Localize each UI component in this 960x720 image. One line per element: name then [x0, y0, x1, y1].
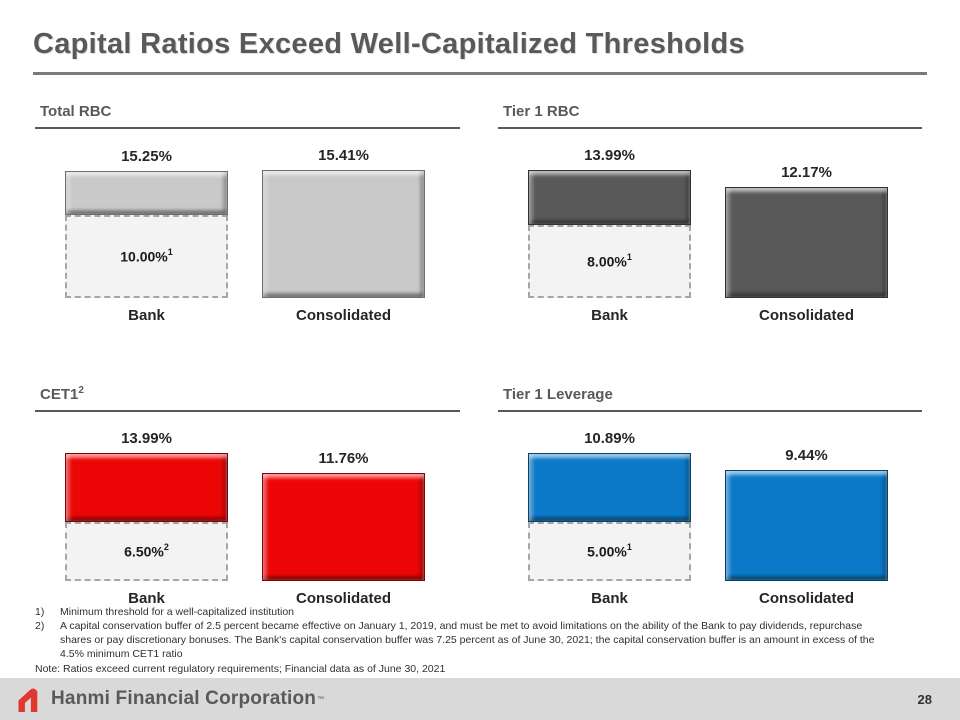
chart-title: Tier 1 RBC — [498, 102, 922, 129]
chart-title: Total RBC — [35, 102, 460, 129]
bar-segment — [528, 170, 691, 225]
threshold-label: 8.00%1 — [587, 252, 632, 270]
bar-segment — [262, 473, 425, 581]
threshold-footnote-marker: 1 — [167, 247, 173, 258]
bar-value-label: 10.89% — [584, 430, 635, 448]
bar-category-label: Bank — [591, 590, 628, 607]
bar-value-label: 13.99% — [584, 147, 635, 165]
chart-area: 15.25% 10.00%1 Bank 15.41% Consolidated — [35, 129, 460, 325]
chart-section-tier1-leverage: Tier 1 Leverage 10.89% 5.00%1 Bank 9.44% Con… — [498, 385, 922, 608]
threshold-label: 6.50%2 — [124, 541, 169, 560]
threshold-zone: 6.50%2 — [65, 521, 228, 581]
bar-consolidated — [725, 470, 888, 581]
bar-value-label: 9.44% — [785, 447, 828, 464]
hanmi-logo-icon — [16, 685, 43, 713]
footnote-text: Minimum threshold for a well-capitalized… — [60, 606, 295, 618]
title-block: Capital Ratios Exceed Well-Capitalized T… — [33, 28, 927, 75]
chart-section-total-rbc: Total RBC 15.25% 10.00%1 Bank 15.41% Consoli… — [35, 102, 460, 325]
chart-area: 13.99% 6.50%2 Bank 11.76% Consolidated — [35, 412, 460, 608]
bar-value-label: 13.99% — [121, 430, 172, 447]
bar-segment — [65, 453, 228, 522]
footnote-item: 1) Minimum threshold for a well-capitali… — [35, 606, 905, 620]
threshold-footnote-marker: 2 — [163, 541, 169, 552]
threshold-zone: 5.00%1 — [528, 522, 691, 581]
bar-category-label: Bank — [128, 590, 165, 607]
bar-group-bank: 13.99% 6.50%2 Bank — [65, 430, 228, 608]
bar-value-label: 15.25% — [121, 148, 172, 166]
bar-segment — [65, 171, 228, 215]
chart-title-text: Tier 1 Leverage — [503, 386, 613, 403]
bar-group-bank: 15.25% 10.00%1 Bank — [65, 148, 228, 325]
chart-area: 13.99% 8.00%1 Bank 12.17% Consolidated — [498, 129, 922, 325]
chart-title: Tier 1 Leverage — [498, 385, 922, 412]
bar-category-label: Consolidated — [295, 590, 391, 607]
bar-group-bank: 10.89% 5.00%1 Bank — [528, 430, 691, 608]
bar-segment — [725, 186, 888, 298]
chart-title: CET12 — [35, 385, 460, 412]
bar-bank: 10.00%1 — [65, 171, 228, 298]
bar-category-label: Consolidated — [758, 590, 854, 607]
slide-footer: Hanmi Financial Corporation ™ 28 — [0, 678, 960, 720]
threshold-footnote-marker: 1 — [626, 252, 632, 263]
bar-bank: 6.50%2 — [65, 453, 228, 581]
bar-value-label: 15.41% — [318, 147, 369, 164]
chart-section-tier1-rbc: Tier 1 RBC 13.99% 8.00%1 Bank 12.17% Consoli… — [498, 102, 922, 325]
bar-consolidated — [725, 186, 888, 298]
footnote-item: 2) A capital conservation buffer of 2.5 … — [35, 620, 905, 662]
bar-group-bank: 13.99% 8.00%1 Bank — [528, 147, 691, 325]
chart-title-text: CET1 — [40, 386, 79, 403]
footnotes: 1) Minimum threshold for a well-capitali… — [35, 606, 905, 677]
chart-section-cet1: CET12 13.99% 6.50%2 Bank 11.76% Consolidated — [35, 385, 460, 608]
bar-group-consolidated: 15.41% Consolidated — [262, 147, 425, 325]
bar-category-label: Consolidated — [295, 307, 391, 324]
bar-segment — [725, 470, 888, 581]
bar-consolidated — [262, 473, 425, 581]
bar-segment — [528, 453, 691, 523]
footnote-text: A capital conservation buffer of 2.5 per… — [60, 619, 875, 660]
title-underline — [33, 72, 927, 75]
bar-category-label: Consolidated — [758, 307, 854, 324]
charts-grid: Total RBC 15.25% 10.00%1 Bank 15.41% Consoli… — [35, 102, 922, 608]
chart-title-marker: 2 — [78, 385, 84, 396]
footnote-note: Note: Ratios exceed current regulatory r… — [35, 662, 446, 675]
threshold-label: 10.00%1 — [120, 247, 173, 265]
bar-value-label: 11.76% — [318, 450, 369, 468]
footnote-marker: 1) — [35, 606, 45, 618]
bar-value-label: 12.17% — [781, 163, 832, 181]
page-title: Capital Ratios Exceed Well-Capitalized T… — [33, 28, 745, 60]
chart-area: 10.89% 5.00%1 Bank 9.44% Consolidated — [498, 412, 922, 608]
brand-name: Hanmi Financial Corporation — [51, 688, 317, 709]
page-number: 28 — [917, 691, 932, 707]
threshold-footnote-marker: 1 — [626, 542, 632, 553]
footnote-marker: 2) — [35, 619, 45, 632]
trademark-mark: ™ — [317, 695, 325, 703]
bar-segment — [262, 170, 425, 298]
bar-category-label: Bank — [591, 307, 628, 324]
bar-group-consolidated: 12.17% Consolidated — [725, 164, 888, 325]
bar-group-consolidated: 9.44% Consolidated — [725, 447, 888, 608]
bar-bank: 5.00%1 — [528, 453, 691, 581]
bar-group-consolidated: 11.76% Consolidated — [262, 450, 425, 608]
threshold-zone: 8.00%1 — [528, 224, 691, 298]
bar-category-label: Bank — [128, 307, 165, 324]
bar-consolidated — [262, 170, 425, 298]
threshold-zone: 10.00%1 — [65, 214, 228, 298]
bar-bank: 8.00%1 — [528, 170, 691, 298]
chart-title-text: Total RBC — [40, 103, 112, 120]
threshold-label: 5.00%1 — [587, 542, 632, 560]
chart-title-text: Tier 1 RBC — [503, 103, 580, 120]
